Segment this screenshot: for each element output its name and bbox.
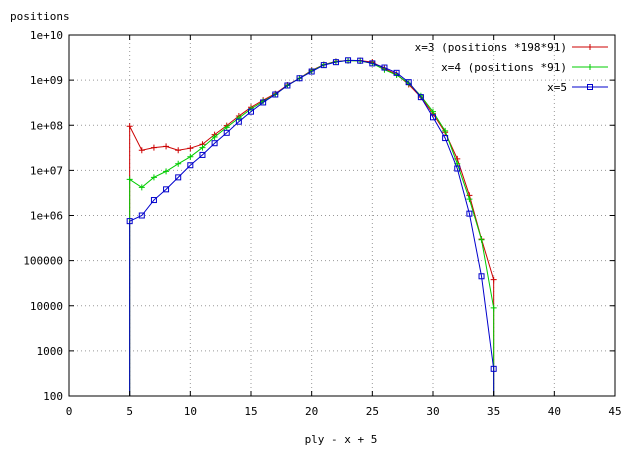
data-point [126,218,133,225]
y-axis-label: positions [10,10,70,23]
legend-item: x=4 (positions *91) [441,61,608,74]
y-tick-label: 1e+08 [30,119,63,132]
y-tick-label: 10000 [30,300,63,313]
data-point [175,160,182,167]
series-2 [126,57,497,397]
data-point [175,174,182,181]
series-1 [126,57,497,397]
y-tick-label: 1e+07 [30,164,63,177]
x-tick-label: 35 [487,405,500,418]
data-point [490,276,497,283]
data-point [393,69,400,76]
grid-lines [69,35,615,396]
data-point [150,174,157,181]
data-point [187,153,194,160]
data-point [308,68,315,75]
x-tick-label: 5 [126,405,133,418]
x-tick-label: 40 [548,405,561,418]
data-point [272,91,279,98]
data-point [150,197,157,204]
x-tick-label: 30 [426,405,439,418]
data-point [417,94,424,101]
series-3 [126,57,497,397]
data-point [163,186,170,193]
series-layer [126,57,497,397]
data-point [187,145,194,152]
data-point [478,273,485,280]
data-point [199,151,206,158]
data-point [175,147,182,154]
data-point [187,162,194,169]
data-point [211,133,218,140]
data-point [296,75,303,82]
x-tick-label: 15 [244,405,257,418]
legend-marker [587,64,593,70]
data-point [430,114,436,121]
data-point [357,57,364,64]
data-point [235,114,242,121]
series-line [129,60,495,397]
tick-labels: 0 5 10 15 20 25 30 35 40 45 100 1000 10000 100000 1e+0… [23,29,621,418]
legend-item: x=3 (positions *198*91) [415,41,608,54]
x-axis-label: ply - x + 5 [305,433,378,446]
x-tick-label: 25 [366,405,379,418]
legend-marker [587,44,593,50]
data-point [466,196,473,203]
series-line [129,60,495,397]
data-point [126,123,133,130]
series-line [129,59,495,397]
legend-item: x=5 [547,81,608,94]
data-point [320,62,327,69]
data-point [223,129,230,136]
data-point [138,147,145,154]
axis-ticks [68,34,616,397]
data-point [248,108,254,115]
y-tick-label: 1000 [37,345,64,358]
data-point [478,236,485,243]
legend: x=3 (positions *198*91) x=4 (positions *9… [415,41,608,94]
y-tick-label: 1e+06 [30,210,63,223]
data-point [345,57,352,64]
y-tick-label: 1e+10 [30,29,63,42]
y-tick-label: 1e+09 [30,74,63,87]
data-point [126,176,133,183]
data-point [235,118,242,125]
data-point [138,212,145,219]
data-point [284,82,291,89]
data-point [381,64,388,71]
data-point [405,79,412,86]
data-point [163,143,170,150]
data-point [454,165,461,172]
data-point [223,124,230,131]
legend-label: x=5 [547,81,567,94]
data-point [332,59,339,66]
data-point [466,210,473,217]
data-point [150,144,157,151]
data-point [442,127,449,134]
y-tick-label: 100 [43,390,63,403]
x-tick-label: 10 [184,405,197,418]
data-point [199,144,206,151]
data-point [369,60,376,67]
legend-label: x=4 (positions *91) [441,61,567,74]
data-point [442,135,449,142]
data-point [260,99,267,106]
data-point [490,365,497,372]
y-tick-label: 100000 [23,255,63,268]
data-point [211,140,218,147]
data-point [163,168,170,175]
x-tick-label: 20 [305,405,318,418]
legend-label: x=3 (positions *198*91) [415,41,567,54]
data-point [138,184,145,191]
legend-marker [587,84,593,90]
x-tick-label: 0 [66,405,73,418]
x-tick-label: 45 [608,405,621,418]
data-point [430,108,436,115]
data-point [490,304,497,311]
